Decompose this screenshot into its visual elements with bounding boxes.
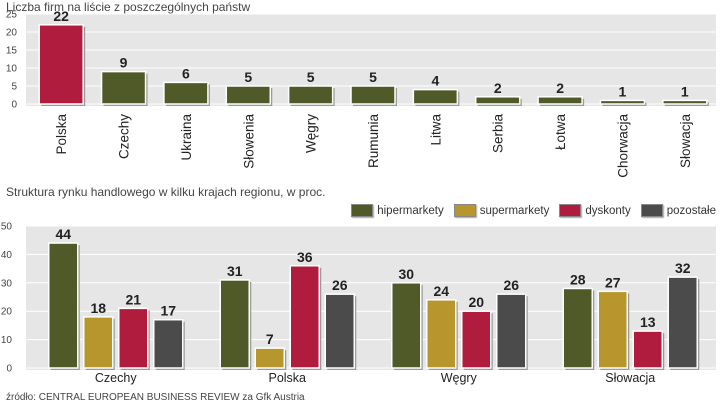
legend-swatch-pozostale <box>640 204 663 217</box>
chart2-ytick: 50 <box>1 222 13 233</box>
chart2-legend: hipermarkety supermarkety dyskonty pozos… <box>351 204 716 217</box>
chart1-value-label: 1 <box>619 83 627 99</box>
chart2-bar-slowacja-pozostale <box>667 276 698 369</box>
chart1-category-label: Serbia <box>491 114 506 154</box>
chart1-value-label: 1 <box>681 83 689 99</box>
chart1-category-label: Chorwacja <box>615 114 630 178</box>
chart2-category-label: Polska <box>268 371 306 385</box>
chart1-value-label: 5 <box>244 69 252 85</box>
chart1-bar-litwa <box>412 88 459 105</box>
source-note: źródło: CENTRAL EUROPEAN BUSINESS REVIEW… <box>6 392 305 403</box>
chart2-bar-slowacja-dyskonty <box>632 330 663 369</box>
chart2-value-label: 28 <box>570 271 586 287</box>
chart2-value-label: 26 <box>503 277 519 293</box>
chart1-ytick: 0 <box>11 100 17 111</box>
chart2-bar-wegry-hipermarkety <box>391 282 422 369</box>
chart2-bar-slowacja-hipermarkety <box>562 287 593 369</box>
chart1-ytick: 20 <box>6 28 18 39</box>
chart1-bar-lotwa <box>537 96 583 105</box>
chart2-bar-wegry-supermarkety <box>426 299 457 369</box>
legend-label-hipermarkety: hipermarkety <box>377 204 444 217</box>
legend-item-supermarkety: supermarkety <box>453 204 550 217</box>
chart2-bar-polska-pozostale <box>324 293 355 369</box>
chart2-ytick: 20 <box>1 307 13 318</box>
chart2-value-label: 32 <box>675 260 691 276</box>
chart1-category-label: Słowenia <box>241 114 256 169</box>
chart1-category-label: Czechy <box>117 114 132 159</box>
chart1-ytick: 5 <box>11 82 17 93</box>
chart1-value-label: 5 <box>307 69 315 85</box>
legend-label-supermarkety: supermarkety <box>479 204 550 217</box>
legend-label-dyskonty: dyskonty <box>585 204 631 217</box>
chart2-value-label: 7 <box>266 331 274 347</box>
chart1-value-label: 5 <box>369 69 377 85</box>
chart1-bar-serbia <box>474 96 521 105</box>
chart1-bar-wegry <box>287 85 334 105</box>
chart2-bar-wegry-dyskonty <box>461 310 492 369</box>
chart1-value-label: 2 <box>556 80 564 96</box>
chart2-value-label: 17 <box>160 303 176 319</box>
chart2-value-label: 31 <box>227 263 243 279</box>
chart1-bar-slowacja <box>662 99 708 105</box>
chart2-value-label: 13 <box>640 314 656 330</box>
chart1-category-label: Rumunia <box>366 114 381 169</box>
chart1-category-label: Litwa <box>428 114 443 146</box>
chart1-ytick: 25 <box>6 10 18 21</box>
chart1-bar-czechy <box>100 70 147 105</box>
chart1-bar-slowenia <box>225 85 272 105</box>
chart2-bar-czechy-supermarkety <box>83 316 114 369</box>
chart2-category-label: Czechy <box>95 371 137 385</box>
chart1-value-label: 6 <box>182 65 190 81</box>
chart1-category-label: Łotwa <box>553 114 568 151</box>
chart2-bar-slowacja-supermarkety <box>597 290 628 369</box>
legend-item-hipermarkety: hipermarkety <box>351 204 444 217</box>
chart2-ytick: 30 <box>1 278 13 289</box>
chart1-category-label: Węgry <box>304 114 319 153</box>
chart2-bar-polska-dyskonty <box>289 265 320 369</box>
chart2-value-label: 18 <box>90 300 106 316</box>
chart1-bar-ukraina <box>163 81 209 105</box>
chart2-ytick: 10 <box>1 335 13 346</box>
chart2-ytick: 40 <box>1 250 13 261</box>
chart1-bar-rumunia <box>350 85 396 105</box>
chart1-ytick: 10 <box>6 64 18 75</box>
chart2-value-label: 21 <box>125 291 141 307</box>
chart1-title: Liczba firm na liście z poszczególnych p… <box>6 0 251 14</box>
chart2-category-label: Słowacja <box>605 371 655 385</box>
chart1-category-label: Słowacja <box>678 114 693 169</box>
chart2-value-label: 27 <box>605 274 621 290</box>
chart2-value-label: 30 <box>398 266 414 282</box>
chart2-bar-polska-supermarkety <box>254 347 285 369</box>
chart2-bar-czechy-pozostale <box>153 318 184 369</box>
chart2-bar-wegry-pozostale <box>496 293 527 369</box>
chart2-value-label: 24 <box>433 283 449 299</box>
chart1-category-label: Polska <box>54 114 69 155</box>
chart2-title: Struktura rynku handlowego w kilku kraja… <box>6 185 326 199</box>
legend-item-dyskonty: dyskonty <box>559 204 631 217</box>
chart1-bar-polska <box>38 24 84 105</box>
chart2-bar-czechy-hipermarkety <box>48 242 79 369</box>
chart1-ytick: 15 <box>6 46 18 57</box>
chart1-value-label: 4 <box>431 73 439 89</box>
chart2-value-label: 44 <box>55 226 71 242</box>
chart1-value-label: 2 <box>494 80 502 96</box>
chart1-category-label: Ukraina <box>179 114 194 161</box>
legend-swatch-hipermarkety <box>351 204 374 217</box>
legend-item-pozostale: pozostałe <box>640 204 716 217</box>
chart1-value-label: 22 <box>53 8 69 24</box>
legend-swatch-supermarkety <box>453 204 476 217</box>
chart2-bar-czechy-dyskonty <box>118 307 149 369</box>
chart2-value-label: 20 <box>468 294 484 310</box>
chart2-value-label: 36 <box>297 249 313 265</box>
chart1-bar-chorwacja <box>599 99 646 105</box>
chart2-category-label: Węgry <box>441 371 478 385</box>
legend-label-pozostale: pozostałe <box>666 204 716 217</box>
legend-swatch-dyskonty <box>559 204 582 217</box>
chart1-value-label: 9 <box>120 55 128 71</box>
chart2-value-label: 26 <box>332 277 348 293</box>
chart2-ytick: 0 <box>6 364 12 375</box>
chart2-bar-polska-hipermarkety <box>219 279 250 369</box>
